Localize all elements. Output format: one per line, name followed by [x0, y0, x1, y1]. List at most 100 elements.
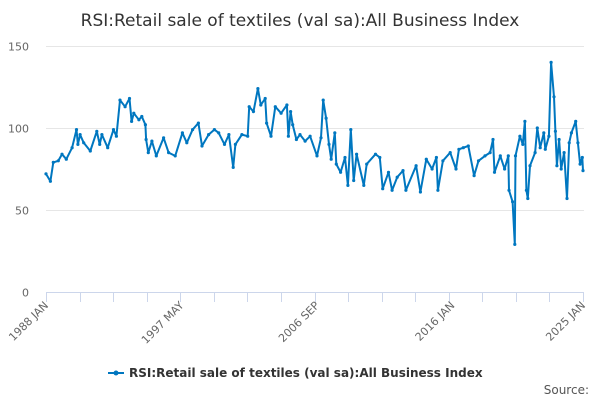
data-point[interactable] — [355, 152, 359, 156]
data-point[interactable] — [88, 149, 92, 153]
data-point[interactable] — [343, 155, 347, 160]
data-point[interactable] — [557, 137, 561, 142]
data-point[interactable] — [373, 152, 378, 156]
data-point[interactable] — [506, 154, 510, 158]
data-point[interactable] — [510, 200, 515, 204]
data-point[interactable] — [381, 187, 385, 191]
data-point[interactable] — [414, 164, 418, 168]
data-point[interactable] — [137, 118, 141, 122]
data-point[interactable] — [146, 151, 150, 155]
data-point[interactable] — [578, 162, 582, 166]
data-point[interactable] — [524, 188, 529, 192]
data-point[interactable] — [259, 103, 263, 107]
data-point[interactable] — [263, 96, 267, 101]
data-point[interactable] — [180, 131, 184, 135]
data-point[interactable] — [154, 154, 158, 158]
data-point[interactable] — [144, 137, 148, 142]
data-point[interactable] — [526, 196, 530, 201]
data-point[interactable] — [533, 151, 537, 155]
data-point[interactable] — [523, 119, 527, 123]
data-point[interactable] — [196, 121, 200, 125]
data-point[interactable] — [173, 154, 177, 158]
data-point[interactable] — [118, 98, 122, 102]
data-point[interactable] — [569, 131, 574, 135]
data-point[interactable] — [580, 155, 584, 160]
source-label[interactable]: Source: — [544, 383, 589, 397]
data-point[interactable] — [395, 175, 399, 179]
data-point[interactable] — [44, 172, 48, 176]
data-point[interactable] — [555, 164, 559, 168]
data-point[interactable] — [559, 167, 563, 171]
data-point[interactable] — [111, 128, 116, 132]
data-point[interactable] — [76, 142, 80, 146]
data-point[interactable] — [491, 137, 495, 142]
data-point[interactable] — [78, 133, 82, 137]
data-point[interactable] — [346, 183, 350, 187]
data-point[interactable] — [542, 131, 546, 135]
data-point[interactable] — [492, 170, 497, 174]
data-point[interactable] — [538, 146, 542, 150]
data-point[interactable] — [466, 144, 470, 148]
data-point[interactable] — [547, 134, 551, 138]
data-point[interactable] — [315, 154, 319, 158]
data-point[interactable] — [60, 152, 64, 156]
data-point[interactable] — [454, 167, 458, 171]
data-point[interactable] — [436, 188, 440, 192]
data-point[interactable] — [321, 98, 325, 102]
data-point[interactable] — [74, 128, 79, 132]
data-point[interactable] — [227, 133, 231, 137]
data-point[interactable] — [106, 146, 110, 150]
data-point[interactable] — [472, 174, 476, 178]
data-point[interactable] — [513, 154, 518, 158]
data-point[interactable] — [98, 142, 102, 146]
data-point[interactable] — [279, 111, 283, 115]
data-point[interactable] — [521, 142, 525, 146]
data-point[interactable] — [247, 105, 251, 109]
data-point[interactable] — [231, 165, 235, 169]
data-point[interactable] — [549, 60, 553, 64]
data-point[interactable] — [543, 147, 547, 151]
data-point[interactable] — [488, 151, 492, 155]
data-point[interactable] — [233, 142, 237, 146]
data-point[interactable] — [143, 123, 147, 127]
data-point[interactable] — [217, 131, 221, 135]
data-point[interactable] — [132, 111, 136, 115]
data-point[interactable] — [352, 178, 356, 183]
data-point[interactable] — [100, 133, 104, 137]
data-point[interactable] — [294, 137, 298, 142]
data-point[interactable] — [574, 119, 578, 123]
data-point[interactable] — [285, 103, 289, 107]
data-point[interactable] — [448, 151, 452, 155]
data-point[interactable] — [319, 136, 323, 140]
data-point[interactable] — [123, 105, 127, 109]
data-point[interactable] — [200, 144, 204, 148]
data-point[interactable] — [162, 136, 166, 140]
data-point[interactable] — [334, 162, 338, 166]
data-point[interactable] — [114, 134, 118, 138]
data-point[interactable] — [498, 154, 502, 158]
data-point[interactable] — [82, 141, 86, 145]
data-point[interactable] — [567, 141, 571, 145]
data-point[interactable] — [528, 164, 532, 168]
data-point[interactable] — [222, 142, 227, 146]
data-point[interactable] — [298, 133, 302, 137]
data-point[interactable] — [273, 105, 277, 109]
data-point[interactable] — [535, 126, 539, 130]
data-point[interactable] — [362, 183, 366, 187]
data-point[interactable] — [95, 129, 99, 133]
data-point[interactable] — [246, 134, 250, 138]
data-point[interactable] — [251, 110, 256, 114]
data-point[interactable] — [418, 190, 422, 194]
data-point[interactable] — [503, 167, 507, 171]
data-point[interactable] — [48, 179, 53, 183]
data-point[interactable] — [483, 154, 487, 158]
data-point[interactable] — [265, 121, 269, 125]
data-point[interactable] — [308, 134, 312, 138]
data-point[interactable] — [513, 242, 517, 246]
data-point[interactable] — [349, 128, 353, 132]
data-point[interactable] — [386, 170, 391, 174]
data-point[interactable] — [333, 131, 337, 135]
data-point[interactable] — [56, 159, 60, 163]
data-point[interactable] — [130, 119, 134, 123]
data-point[interactable] — [212, 128, 216, 132]
